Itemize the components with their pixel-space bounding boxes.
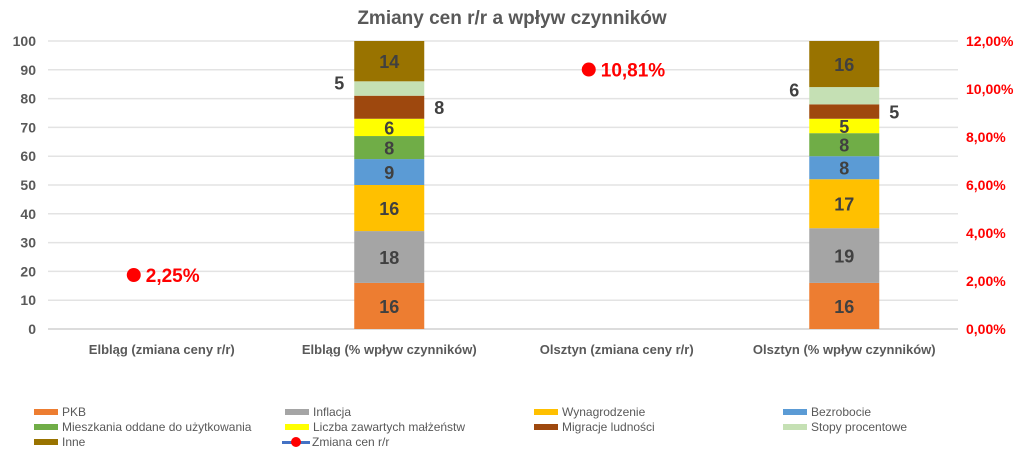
y-left-tick-label: 100 xyxy=(13,33,37,49)
bar-data-label: 8 xyxy=(384,139,394,159)
bar-data-label: 6 xyxy=(789,81,799,101)
bar-segment xyxy=(809,104,880,119)
bar-segment xyxy=(809,87,880,105)
bar-segment xyxy=(354,118,425,137)
bar-data-label: 8 xyxy=(839,136,849,156)
bar-data-label: 5 xyxy=(889,103,899,123)
bar-data-label: 16 xyxy=(379,199,399,219)
bar-segment xyxy=(354,41,425,82)
y-left-tick-label: 50 xyxy=(20,177,36,193)
y-left-tick-label: 0 xyxy=(28,321,36,337)
y-right-tick-label: 12,00% xyxy=(966,33,1014,49)
bar-data-label: 8 xyxy=(839,159,849,179)
bar-data-label: 19 xyxy=(834,247,854,267)
y-left-tick-label: 70 xyxy=(20,119,36,135)
bar-segment xyxy=(809,179,880,229)
bar-data-label: 5 xyxy=(839,117,849,137)
bar-data-label: 5 xyxy=(334,74,344,94)
y-right-tick-label: 2,00% xyxy=(966,273,1006,289)
x-category-label: Elbląg (% wpływ czynników) xyxy=(302,342,477,357)
line-data-label: 2,25% xyxy=(146,266,200,287)
bar-segment xyxy=(809,282,880,329)
bar-segment xyxy=(354,185,425,232)
bar-segment xyxy=(354,231,425,283)
bar-data-label: 6 xyxy=(384,118,394,138)
bar-data-label: 16 xyxy=(379,297,399,317)
bar-segment xyxy=(809,228,880,283)
y-left-tick-label: 80 xyxy=(20,91,36,107)
bar-segment xyxy=(809,118,880,134)
bar-data-label: 17 xyxy=(834,195,854,215)
y-left-tick-label: 60 xyxy=(20,148,36,164)
line-marker xyxy=(581,62,596,77)
chart-title: Zmiany cen r/r a wpływ czynników xyxy=(357,8,667,29)
bar-data-label: 8 xyxy=(434,98,444,118)
line-marker xyxy=(126,268,141,282)
y-left-tick-label: 30 xyxy=(20,235,36,251)
bar-data-label: 16 xyxy=(834,297,854,317)
y-left-tick-label: 90 xyxy=(20,62,36,78)
y-right-tick-label: 10,00% xyxy=(966,81,1014,97)
bar-segment xyxy=(809,133,880,157)
y-right-tick-label: 8,00% xyxy=(966,129,1006,145)
x-category-label: Elbląg (zmiana ceny r/r) xyxy=(89,342,235,357)
y-left-tick-label: 20 xyxy=(20,263,36,279)
bar-data-label: 18 xyxy=(379,248,399,268)
bar-data-label: 14 xyxy=(379,52,399,72)
x-category-label: Olsztyn (% wpływ czynników) xyxy=(753,342,936,357)
bar-data-label: 9 xyxy=(384,163,394,183)
bar-data-label: 16 xyxy=(834,55,854,75)
x-category-label: Olsztyn (zmiana ceny r/r) xyxy=(540,342,694,357)
bar-segment xyxy=(354,136,425,160)
bar-segment xyxy=(809,156,880,180)
y-right-tick-label: 0,00% xyxy=(966,321,1006,337)
bar-segment xyxy=(354,81,425,96)
bar-segment xyxy=(354,95,425,119)
bar-segment xyxy=(354,159,425,185)
line-data-label: 10,81% xyxy=(601,61,666,82)
y-left-tick-label: 40 xyxy=(20,206,36,222)
y-right-tick-label: 6,00% xyxy=(966,177,1006,193)
bar-segment xyxy=(809,41,880,88)
bar-segment xyxy=(354,282,425,329)
y-right-tick-label: 4,00% xyxy=(966,225,1006,241)
y-left-tick-label: 10 xyxy=(20,292,36,308)
